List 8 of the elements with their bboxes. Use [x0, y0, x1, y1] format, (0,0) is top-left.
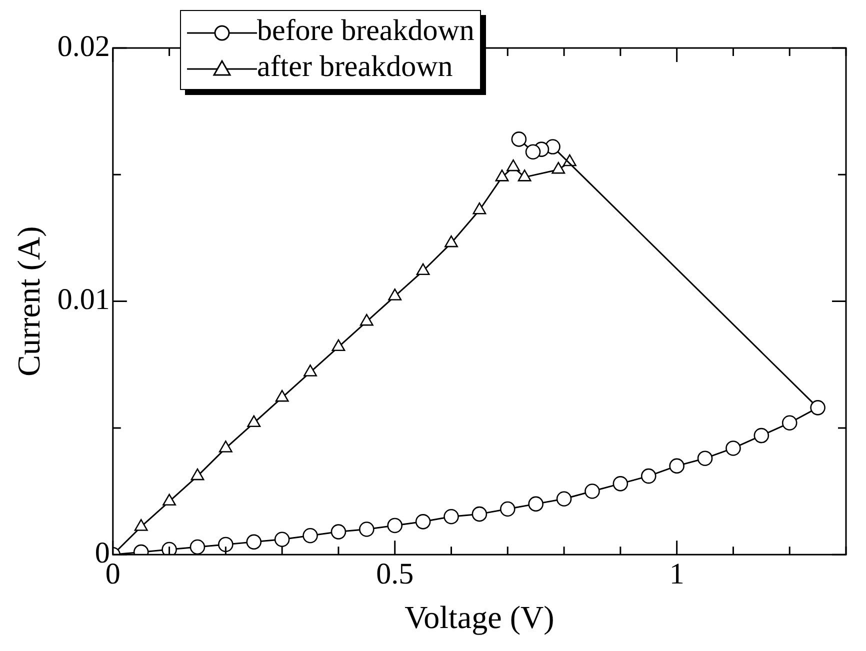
legend-label: before breakdown: [257, 14, 474, 47]
x-tick-label: 0.5: [376, 557, 414, 590]
y-tick-label: 0.01: [57, 283, 110, 316]
y-axis-title: Current (A): [10, 226, 47, 376]
y-tick-label: 0.02: [57, 30, 110, 63]
legend-label: after breakdown: [257, 50, 453, 83]
x-axis-title: Voltage (V): [404, 599, 554, 636]
x-tick-label: 1: [669, 557, 684, 590]
